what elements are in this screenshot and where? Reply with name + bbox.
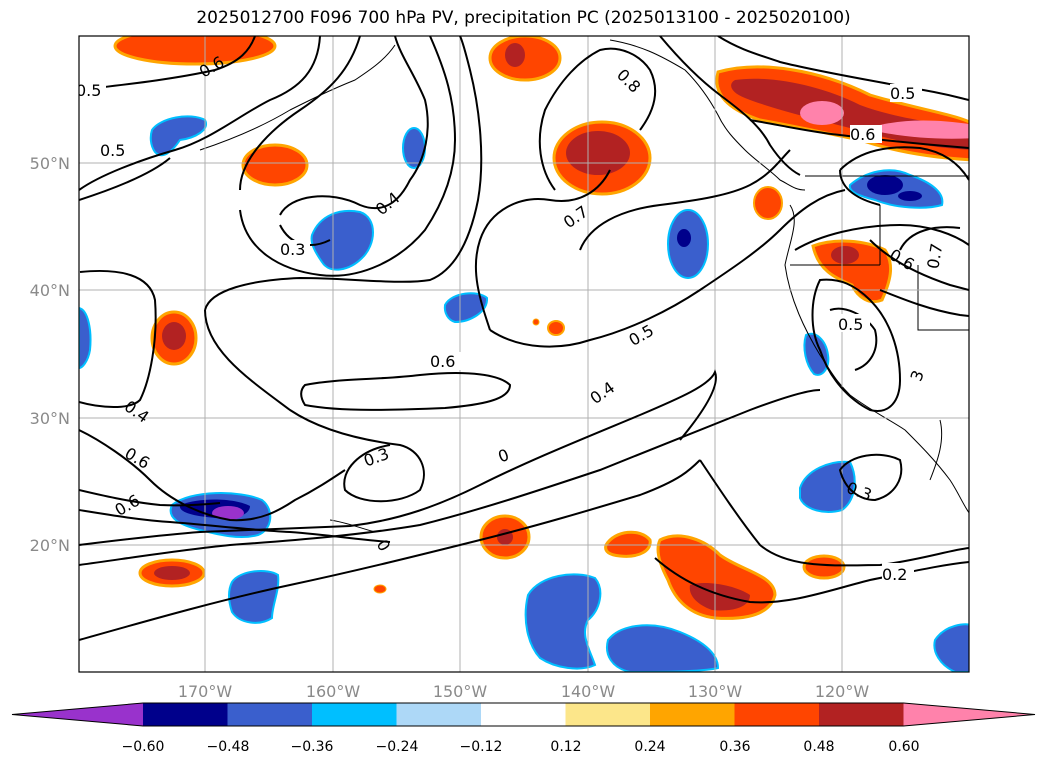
colorbar-segment [143, 703, 228, 726]
colorbar-segment [227, 703, 312, 726]
positive-blob-18n172w [138, 558, 206, 588]
positive-blob-ak [488, 36, 562, 82]
lat-label: 50°N [30, 154, 70, 173]
negative-blob-52n [149, 115, 207, 157]
negative-blob-42n135w [667, 209, 709, 279]
colorbar-segment [650, 703, 735, 726]
colorbar-segment [734, 703, 819, 726]
precipitation-shading [79, 36, 969, 672]
latitude-labels: 50°N 40°N 30°N 20°N [30, 154, 70, 555]
contour-label: 0.5 [76, 81, 101, 100]
colorbar-tick: −0.36 [291, 739, 334, 755]
colorbar-tick: 0.60 [888, 739, 919, 755]
lon-label: 120°W [815, 682, 870, 701]
contour-label: 0.6 [430, 352, 455, 371]
colorbar-tick: 0.12 [550, 739, 581, 755]
contour-label: 0.3 [280, 240, 305, 259]
lat-label: 20°N [30, 536, 70, 555]
colorbar: −0.60 −0.48 −0.36 −0.24 −0.12 0.12 0.24 … [11, 702, 1036, 755]
contour-label: 0.7 [923, 242, 946, 270]
colorbar-segment [12, 703, 143, 726]
colorbar-segment [903, 703, 1035, 726]
colorbar-outline [11, 702, 1036, 727]
positive-blob-california [811, 239, 893, 304]
map-area: 0.5 0.5 0.6 0.8 0.5 0.6 0.3 0.4 0.7 0.6 … [76, 36, 969, 672]
negative-blob-48n118w [848, 169, 944, 209]
contour-label: 0.2 [882, 565, 907, 584]
colorbar-tick: −0.12 [460, 739, 503, 755]
contour-label: 0.6 [850, 125, 875, 144]
map-frame [78, 35, 970, 673]
lon-label: 170°W [178, 682, 233, 701]
negative-blob-13n145w [524, 573, 720, 672]
colorbar-segment [819, 703, 904, 726]
colorbar-tick: −0.60 [122, 739, 165, 755]
positive-blob-160w50n [241, 143, 309, 187]
negative-blob-43n [310, 210, 374, 271]
lon-label: 150°W [433, 682, 488, 701]
lat-label: 40°N [30, 281, 70, 300]
lon-label: 130°W [688, 682, 743, 701]
colorbar-segment [396, 703, 481, 726]
positive-blob-nw [113, 36, 277, 66]
colorbar-tick: 0.36 [719, 739, 750, 755]
colorbar-tick: −0.48 [207, 739, 250, 755]
contour-label: 0.5 [838, 315, 863, 334]
lat-label: 30°N [30, 409, 70, 428]
pv-contours [79, 36, 969, 641]
colorbar-ticks: −0.60 −0.48 −0.36 −0.24 −0.12 0.12 0.24 … [122, 739, 920, 755]
colorbar-tick: 0.24 [634, 739, 665, 755]
lon-label: 140°W [561, 682, 616, 701]
longitude-labels: 170°W 160°W 150°W 140°W 130°W 120°W [178, 682, 870, 701]
positive-blob-bc [715, 65, 969, 162]
contour-label: 0.5 [890, 84, 915, 103]
lon-label: 160°W [306, 682, 361, 701]
positive-blob-20n145w [479, 514, 531, 560]
colorbar-segment [481, 703, 566, 726]
colorbar-tick: −0.24 [376, 739, 419, 755]
positive-blob-35n170w [150, 310, 198, 366]
colorbar-segment [312, 703, 397, 726]
colorbar-segments [11, 702, 1036, 727]
colorbar-tick: 0.48 [803, 739, 834, 755]
map-title: 2025012700 F096 700 hPa PV, precipitatio… [196, 8, 851, 28]
positive-blob-gulf-ak [552, 120, 652, 196]
colorbar-segment [565, 703, 650, 726]
contour-label: 0.5 [100, 141, 125, 160]
